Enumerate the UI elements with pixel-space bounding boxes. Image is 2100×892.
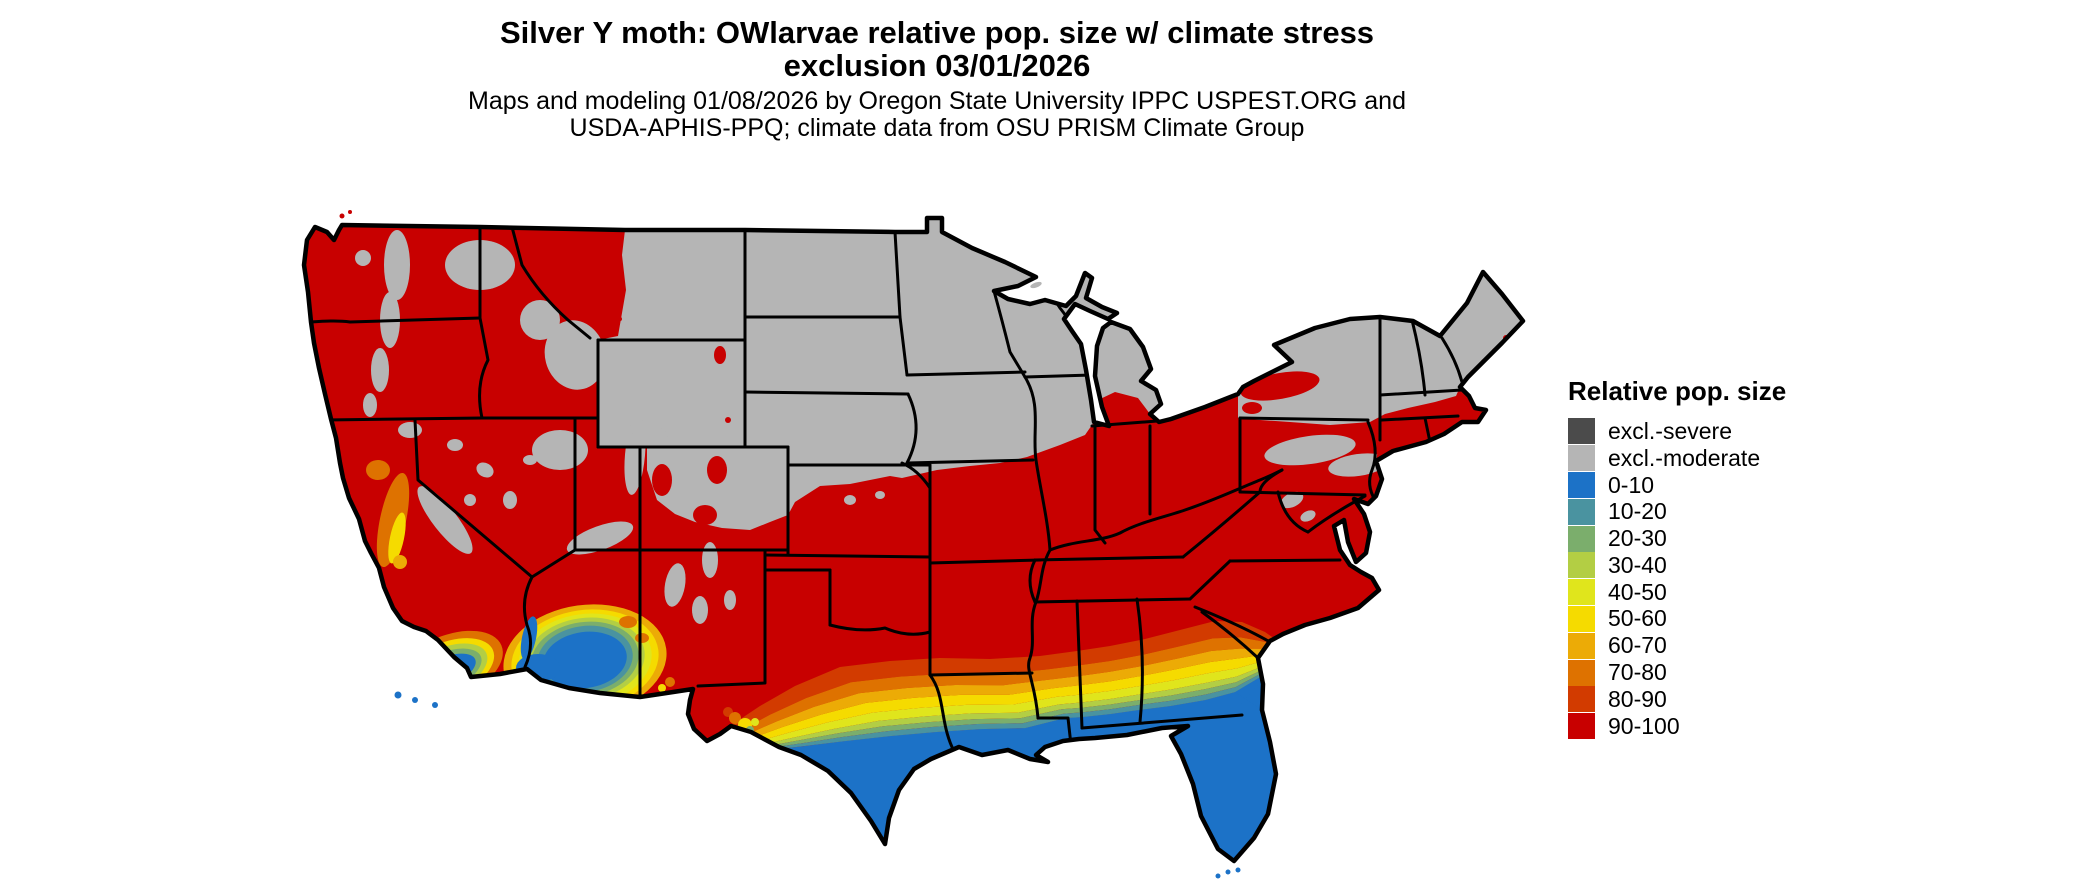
legend-rows: excl.-severe excl.-moderate 0-10 10-20 20-30…	[1568, 418, 1786, 740]
gradient-band-b60	[745, 648, 1282, 739]
page-title: Silver Y moth: OWlarvae relative pop. si…	[337, 16, 1537, 82]
map-islands	[339, 210, 1241, 879]
gradient-band-b10	[767, 658, 1282, 750]
legend-row: 0-10	[1568, 472, 1786, 499]
legend-row: 80-90	[1568, 686, 1786, 713]
legend-swatch	[1568, 659, 1595, 686]
legend-swatch	[1568, 445, 1595, 472]
legend-row: 70-80	[1568, 659, 1786, 686]
map-layer-gradient-bands	[730, 621, 1282, 750]
us-map	[301, 210, 1526, 879]
legend-row: 50-60	[1568, 605, 1786, 633]
gradient-band-b50	[750, 652, 1282, 742]
map-layer-low-population-blue	[770, 658, 1280, 861]
legend-label: excl.-moderate	[1608, 444, 1761, 471]
legend-label: 80-90	[1608, 685, 1667, 712]
legend-row: excl.-moderate	[1568, 445, 1786, 472]
legend-label: 30-40	[1608, 551, 1667, 578]
title-line-2: exclusion 03/01/2026	[783, 48, 1091, 83]
map-panel	[230, 170, 1560, 892]
legend-swatch	[1568, 471, 1595, 498]
legend-label: 70-80	[1608, 659, 1667, 686]
legend-swatch	[1568, 713, 1595, 740]
subtitle-line-2: USDA-APHIS-PPQ; climate data from OSU PR…	[569, 114, 1305, 142]
legend-swatch	[1568, 632, 1595, 659]
legend-swatch	[1568, 498, 1595, 525]
conus-outline	[301, 215, 1526, 864]
legend-swatch	[1568, 552, 1595, 579]
legend-label: 10-20	[1608, 498, 1667, 525]
legend-row: 20-30	[1568, 525, 1786, 552]
legend-label: 60-70	[1608, 632, 1667, 659]
legend-row: 10-20	[1568, 498, 1786, 525]
legend-panel: Relative pop. size excl.-severe excl.-mod…	[1568, 376, 1786, 740]
page-subtitle: Maps and modeling 01/08/2026 by Oregon S…	[337, 88, 1537, 142]
subtitle-line-1: Maps and modeling 01/08/2026 by Oregon S…	[468, 87, 1406, 115]
legend-swatch	[1568, 418, 1595, 445]
gradient-band-b30	[761, 656, 1282, 747]
state-borders	[304, 225, 1464, 749]
legend-row: 40-50	[1568, 579, 1786, 606]
legend-label: 40-50	[1608, 578, 1667, 605]
legend-row: 90-100	[1568, 713, 1786, 740]
legend-label: excl.-severe	[1608, 417, 1732, 444]
gradient-band-b80	[730, 621, 1282, 732]
legend-row: 60-70	[1568, 632, 1786, 659]
legend-label: 90-100	[1608, 712, 1680, 739]
legend-swatch	[1568, 605, 1595, 632]
legend-swatch	[1568, 579, 1595, 606]
gradient-band-b20	[764, 657, 1282, 749]
legend-row: 30-40	[1568, 552, 1786, 579]
legend-label: 20-30	[1608, 525, 1667, 552]
title-line-1: Silver Y moth: OWlarvae relative pop. si…	[499, 15, 1375, 50]
legend-swatch	[1568, 525, 1595, 552]
legend-label: 50-60	[1608, 605, 1667, 632]
legend-row: excl.-severe	[1568, 418, 1786, 445]
legend-label: 0-10	[1608, 471, 1655, 498]
legend-swatch	[1568, 686, 1595, 713]
gradient-band-b70	[738, 637, 1282, 736]
legend-title: Relative pop. size	[1568, 376, 1787, 406]
